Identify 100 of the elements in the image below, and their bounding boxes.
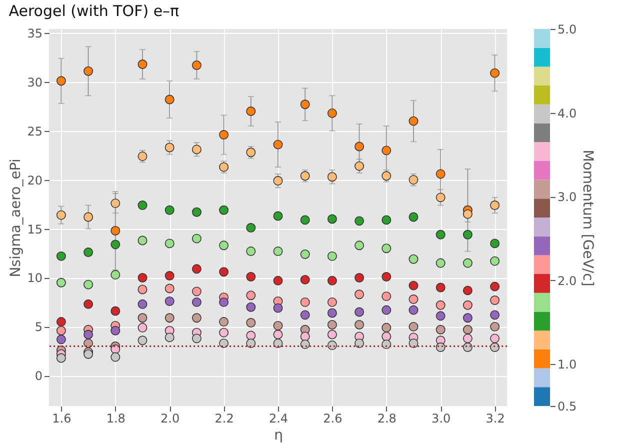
- point: [408, 116, 418, 126]
- point: [164, 296, 174, 306]
- point: [56, 326, 66, 336]
- point: [273, 246, 283, 256]
- point: [462, 342, 472, 352]
- point: [138, 336, 148, 346]
- point: [462, 286, 472, 296]
- point: [327, 276, 337, 286]
- point: [84, 280, 94, 290]
- point: [382, 272, 392, 282]
- point: [490, 296, 500, 305]
- point: [408, 175, 418, 185]
- color-bar-label: 0.5: [558, 400, 577, 414]
- point: [354, 307, 364, 317]
- point: [110, 270, 120, 280]
- point: [246, 330, 256, 340]
- point: [56, 353, 66, 363]
- point: [84, 66, 94, 76]
- point: [219, 267, 229, 277]
- point: [219, 317, 229, 327]
- point: [462, 313, 472, 323]
- point: [436, 258, 446, 268]
- point: [462, 258, 472, 268]
- point: [408, 322, 418, 332]
- point: [56, 317, 66, 327]
- y-tick-label: 5: [34, 320, 42, 334]
- point: [246, 302, 256, 312]
- point: [354, 338, 364, 348]
- point: [490, 334, 500, 344]
- point: [138, 299, 148, 309]
- point: [382, 340, 392, 350]
- point: [462, 230, 472, 240]
- point: [273, 140, 283, 150]
- color-bar-title: Momentum [GeV/c]: [580, 150, 596, 286]
- color-bar-label: 1.0: [558, 358, 577, 372]
- point: [300, 274, 310, 284]
- point: [192, 144, 202, 154]
- point: [300, 340, 310, 350]
- point: [192, 60, 202, 70]
- point: [354, 161, 364, 171]
- point: [246, 318, 256, 328]
- color-bar-label: 2.0: [558, 274, 577, 288]
- x-tick-label: 2.6: [323, 412, 342, 426]
- point: [462, 334, 472, 344]
- point: [246, 148, 256, 158]
- point: [246, 338, 256, 348]
- point: [192, 234, 202, 244]
- y-axis-title: Nsigma_aero_ePi: [8, 158, 24, 278]
- point: [327, 320, 337, 330]
- x-tick-label: 1.6: [52, 412, 72, 426]
- point: [138, 322, 148, 332]
- point: [300, 310, 310, 320]
- point: [408, 305, 418, 315]
- point: [327, 330, 337, 340]
- point: [408, 338, 418, 348]
- point: [164, 142, 174, 152]
- point: [462, 300, 472, 310]
- point: [382, 305, 392, 315]
- point: [84, 330, 94, 340]
- point: [84, 248, 94, 257]
- point: [436, 192, 446, 202]
- point: [490, 310, 500, 320]
- point: [164, 94, 174, 104]
- point: [138, 273, 148, 282]
- x-tick-label: 3.2: [486, 412, 505, 426]
- point: [327, 214, 337, 224]
- point: [354, 240, 364, 250]
- point: [436, 324, 446, 334]
- point: [436, 230, 446, 240]
- point: [219, 338, 229, 348]
- point: [219, 240, 229, 250]
- point: [408, 280, 418, 290]
- point: [56, 334, 66, 344]
- point: [354, 273, 364, 282]
- x-tick-label: 3.0: [432, 412, 451, 426]
- point: [382, 244, 392, 254]
- point: [110, 226, 120, 236]
- point: [192, 286, 202, 296]
- point: [110, 240, 120, 250]
- point: [490, 322, 500, 332]
- point: [408, 294, 418, 304]
- point: [192, 313, 202, 323]
- y-tick-label: 25: [27, 124, 42, 138]
- point: [138, 284, 148, 294]
- x-axis-title: η: [274, 428, 283, 444]
- color-bar-label: 4.0: [558, 106, 577, 120]
- point: [164, 205, 174, 215]
- point: [219, 328, 229, 338]
- y-tick-label: 0: [34, 369, 42, 384]
- point: [462, 209, 472, 219]
- point: [110, 326, 120, 336]
- point: [138, 60, 148, 69]
- point: [382, 146, 392, 156]
- point: [138, 236, 148, 246]
- point: [273, 338, 283, 348]
- point: [246, 223, 256, 233]
- point: [462, 324, 472, 334]
- point: [436, 169, 446, 179]
- point: [490, 282, 500, 292]
- x-tick-label: 1.8: [106, 412, 126, 426]
